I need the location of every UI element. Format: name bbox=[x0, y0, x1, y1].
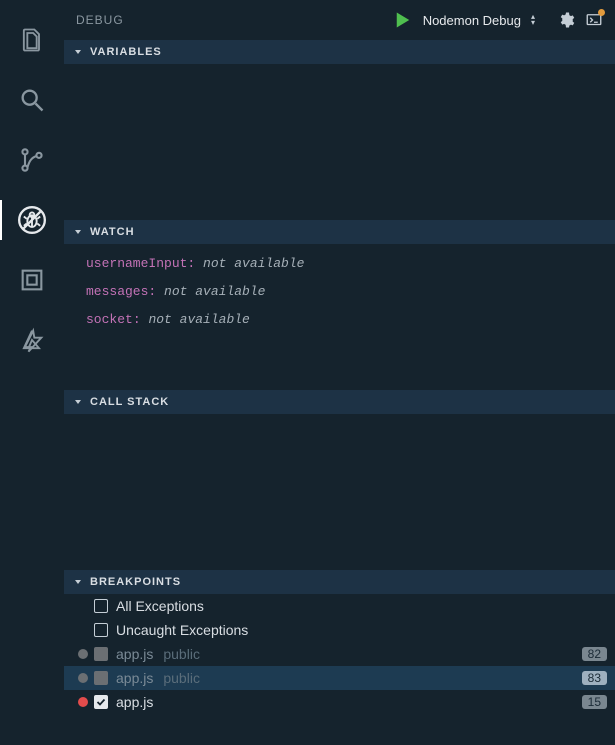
notification-dot-icon bbox=[598, 9, 605, 16]
watch-name: messages bbox=[86, 284, 148, 299]
breakpoint-row[interactable]: app.js public 83 bbox=[64, 666, 615, 690]
breakpoint-row[interactable]: app.js 15 bbox=[64, 690, 615, 714]
breakpoint-line-badge: 83 bbox=[582, 671, 607, 685]
watch-name: socket bbox=[86, 312, 133, 327]
breakpoint-dot-icon bbox=[78, 673, 88, 683]
breakpoint-checkbox[interactable] bbox=[94, 647, 108, 661]
breakpoint-path: public bbox=[163, 646, 200, 662]
debug-title: DEBUG bbox=[76, 13, 393, 27]
section-header-breakpoints[interactable]: BREAKPOINTS bbox=[64, 570, 615, 594]
variables-body bbox=[64, 64, 615, 220]
breakpoint-dot-icon bbox=[78, 625, 88, 635]
breakpoint-label: app.js bbox=[116, 646, 153, 662]
watch-value: not available bbox=[148, 312, 249, 327]
breakpoint-row[interactable]: Uncaught Exceptions bbox=[64, 618, 615, 642]
watch-expression[interactable]: socket: not available bbox=[64, 306, 615, 334]
chevron-down-icon bbox=[74, 398, 82, 406]
breakpoint-line-badge: 82 bbox=[582, 647, 607, 661]
section-title: WATCH bbox=[90, 226, 135, 238]
chevron-down-icon bbox=[74, 48, 82, 56]
breakpoint-dot-icon bbox=[78, 697, 88, 707]
debug-header: DEBUG Nodemon Debug ▴▾ bbox=[64, 0, 615, 40]
source-control-icon[interactable] bbox=[8, 136, 56, 184]
explorer-icon[interactable] bbox=[8, 16, 56, 64]
colon: : bbox=[187, 256, 195, 271]
colon: : bbox=[148, 284, 156, 299]
watch-body: usernameInput: not availablemessages: no… bbox=[64, 244, 615, 390]
section-title: CALL STACK bbox=[90, 396, 169, 408]
watch-value: not available bbox=[164, 284, 265, 299]
breakpoint-label: app.js bbox=[116, 694, 153, 710]
azure-icon[interactable] bbox=[8, 316, 56, 364]
debug-icon[interactable] bbox=[8, 196, 56, 244]
breakpoints-body: All Exceptions Uncaught Exceptions app.js p… bbox=[64, 594, 615, 714]
breakpoint-row[interactable]: app.js public 82 bbox=[64, 642, 615, 666]
watch-expression[interactable]: usernameInput: not available bbox=[64, 250, 615, 278]
search-icon[interactable] bbox=[8, 76, 56, 124]
select-chevrons-icon: ▴▾ bbox=[531, 14, 535, 26]
start-debug-button[interactable] bbox=[393, 10, 413, 30]
gear-icon[interactable] bbox=[557, 11, 575, 29]
breakpoint-label: Uncaught Exceptions bbox=[116, 622, 248, 638]
chevron-down-icon bbox=[74, 578, 82, 586]
breakpoint-checkbox[interactable] bbox=[94, 671, 108, 685]
callstack-body bbox=[64, 414, 615, 570]
debug-config-select[interactable]: Nodemon Debug ▴▾ bbox=[419, 11, 539, 30]
breakpoint-checkbox[interactable] bbox=[94, 623, 108, 637]
breakpoint-label: app.js bbox=[116, 670, 153, 686]
breakpoint-row[interactable]: All Exceptions bbox=[64, 594, 615, 618]
watch-expression[interactable]: messages: not available bbox=[64, 278, 615, 306]
section-title: VARIABLES bbox=[90, 46, 162, 58]
section-header-callstack[interactable]: CALL STACK bbox=[64, 390, 615, 414]
extensions-icon[interactable] bbox=[8, 256, 56, 304]
breakpoint-line-badge: 15 bbox=[582, 695, 607, 709]
debug-config-selected: Nodemon Debug bbox=[423, 13, 521, 28]
watch-value: not available bbox=[203, 256, 304, 271]
breakpoint-checkbox[interactable] bbox=[94, 599, 108, 613]
section-header-variables[interactable]: VARIABLES bbox=[64, 40, 615, 64]
debug-sidebar: DEBUG Nodemon Debug ▴▾ VARIABLES WATCH bbox=[64, 0, 615, 745]
breakpoint-dot-icon bbox=[78, 649, 88, 659]
section-title: BREAKPOINTS bbox=[90, 576, 181, 588]
chevron-down-icon bbox=[74, 228, 82, 236]
watch-name: usernameInput bbox=[86, 256, 187, 271]
colon: : bbox=[133, 312, 141, 327]
section-header-watch[interactable]: WATCH bbox=[64, 220, 615, 244]
breakpoint-path: public bbox=[163, 670, 200, 686]
breakpoint-label: All Exceptions bbox=[116, 598, 204, 614]
breakpoint-checkbox[interactable] bbox=[94, 695, 108, 709]
activity-bar bbox=[0, 0, 64, 745]
debug-console-icon[interactable] bbox=[585, 11, 603, 29]
breakpoint-dot-icon bbox=[78, 601, 88, 611]
